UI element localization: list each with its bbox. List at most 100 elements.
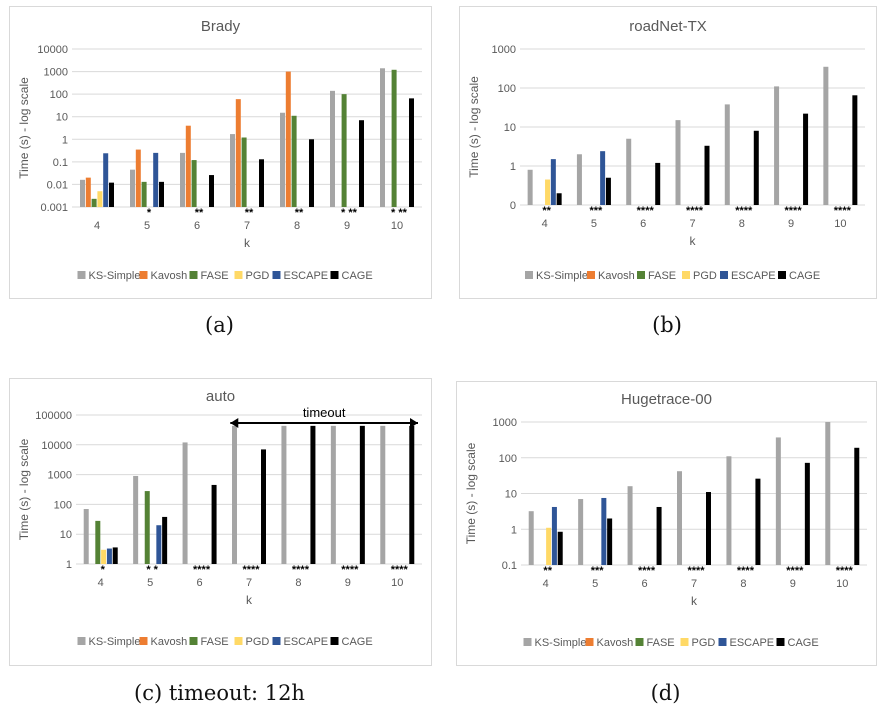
- bar-cage: [605, 177, 611, 205]
- x-tick-label: 10: [391, 220, 403, 232]
- bar-escape: [551, 506, 557, 565]
- legend-label: ESCAPE: [730, 637, 775, 649]
- chart-svg: Brady0.0010.010.11101001000100004*5**6**…: [17, 18, 422, 282]
- bar-ks-simple: [180, 152, 185, 207]
- x-tick-label: 7: [689, 218, 695, 230]
- y-tick-label: 1000: [493, 417, 517, 429]
- significance-marker: **: [195, 207, 204, 219]
- bar-kavosh: [235, 99, 241, 207]
- bar-cage: [755, 478, 761, 565]
- bar-ks-simple: [726, 456, 732, 565]
- legend-swatch: [139, 637, 148, 645]
- x-tick-label: 5: [147, 577, 153, 589]
- legend-label: PGD: [692, 637, 716, 649]
- x-tick-label: 6: [197, 577, 203, 589]
- legend-label: Kavosh: [598, 270, 635, 282]
- chart-title: auto: [206, 388, 235, 405]
- y-axis-label: Time (s) - log scale: [467, 76, 481, 178]
- y-tick-label: 1000: [48, 470, 72, 482]
- significance-marker: ****: [638, 565, 656, 577]
- bar-ks-simple: [230, 134, 235, 207]
- annotation-arrowhead-left: [230, 418, 239, 428]
- legend-swatch: [272, 271, 281, 279]
- bar-escape: [156, 525, 162, 564]
- y-tick-label: 0: [510, 200, 516, 212]
- bar-fase: [95, 520, 101, 564]
- bar-ks-simple: [280, 112, 285, 207]
- significance-marker: *: [147, 207, 152, 219]
- bar-escape: [153, 152, 159, 207]
- legend-swatch: [680, 638, 689, 646]
- bar-cage: [854, 447, 860, 565]
- legend-swatch: [637, 271, 645, 279]
- bar-cage: [409, 98, 414, 207]
- legend-swatch: [682, 271, 690, 279]
- bar-cage: [804, 462, 810, 565]
- bar-pgd: [101, 549, 107, 564]
- x-axis-label: k: [244, 236, 251, 250]
- bar-fase: [191, 160, 197, 207]
- significance-marker: ****: [834, 205, 852, 217]
- x-tick-label: 8: [294, 220, 300, 232]
- bar-ks-simple: [825, 422, 831, 565]
- legend-label: ESCAPE: [731, 270, 776, 282]
- significance-marker: ****: [637, 205, 655, 217]
- legend-swatch: [234, 271, 243, 279]
- bar-pgd: [97, 191, 103, 207]
- bar-cage: [209, 175, 214, 207]
- significance-marker: ****: [735, 205, 753, 217]
- legend-swatch: [330, 271, 339, 279]
- significance-marker: **: [295, 207, 304, 219]
- x-tick-label: 4: [542, 218, 548, 230]
- y-tick-label: 100: [50, 89, 68, 101]
- x-tick-label: 4: [543, 578, 549, 590]
- caption-d: (d): [650, 681, 681, 705]
- x-tick-label: 10: [836, 578, 848, 590]
- significance-marker: *: [101, 564, 106, 576]
- bar-cage: [556, 193, 562, 205]
- legend-swatch: [525, 271, 533, 279]
- y-tick-label: 100000: [35, 410, 72, 422]
- bar-ks-simple: [232, 425, 237, 564]
- chart-svg: roadNet-TX01101001000**4***5****6****7**…: [467, 18, 865, 282]
- bar-ks-simple: [330, 90, 335, 207]
- chart-title: roadNet-TX: [629, 18, 707, 35]
- bar-fase: [391, 69, 397, 207]
- legend-label: PGD: [246, 270, 270, 282]
- x-tick-label: 10: [391, 577, 403, 589]
- bar-ks-simple: [380, 425, 386, 564]
- bar-pgd: [546, 527, 552, 565]
- y-tick-label: 10: [56, 112, 68, 124]
- significance-marker: ****: [686, 205, 704, 217]
- y-tick-label: 0.1: [53, 157, 68, 169]
- bar-cage: [655, 162, 661, 205]
- bar-escape: [600, 151, 606, 205]
- bar-cage: [359, 120, 364, 207]
- bar-cage: [607, 518, 613, 565]
- bar-kavosh: [85, 177, 91, 207]
- legend-swatch: [585, 638, 594, 646]
- x-tick-label: 8: [739, 218, 745, 230]
- chart-title: Brady: [201, 18, 241, 35]
- legend-swatch: [720, 271, 728, 279]
- x-tick-label: 4: [98, 577, 104, 589]
- x-axis-label: k: [246, 593, 253, 607]
- bar-ks-simple: [80, 179, 85, 207]
- bar-ks-simple: [182, 442, 188, 564]
- significance-marker: ****: [193, 564, 211, 576]
- y-tick-label: 1: [510, 161, 516, 173]
- x-tick-label: 5: [591, 218, 597, 230]
- caption-a: (a): [205, 313, 234, 337]
- legend-label: FASE: [201, 270, 229, 282]
- bar-escape: [550, 159, 556, 205]
- chart-panel-auto: auto 1 10 100 1000 10000 100000 * 4 * * 5 **** 6 ****…: [9, 378, 432, 666]
- y-tick-label: 100: [54, 499, 72, 511]
- legend-swatch: [272, 637, 281, 645]
- chart-panel-roadnet-tx: roadNet-TX 0 1 10 100 1000 ** 4 *** 5 **** 6 **** 7 **…: [459, 6, 877, 299]
- bar-cage: [162, 516, 168, 564]
- legend-label: CAGE: [788, 637, 819, 649]
- x-axis-label: k: [690, 234, 697, 248]
- x-tick-label: 6: [642, 578, 648, 590]
- bar-ks-simple: [724, 104, 730, 205]
- legend-swatch: [189, 271, 198, 279]
